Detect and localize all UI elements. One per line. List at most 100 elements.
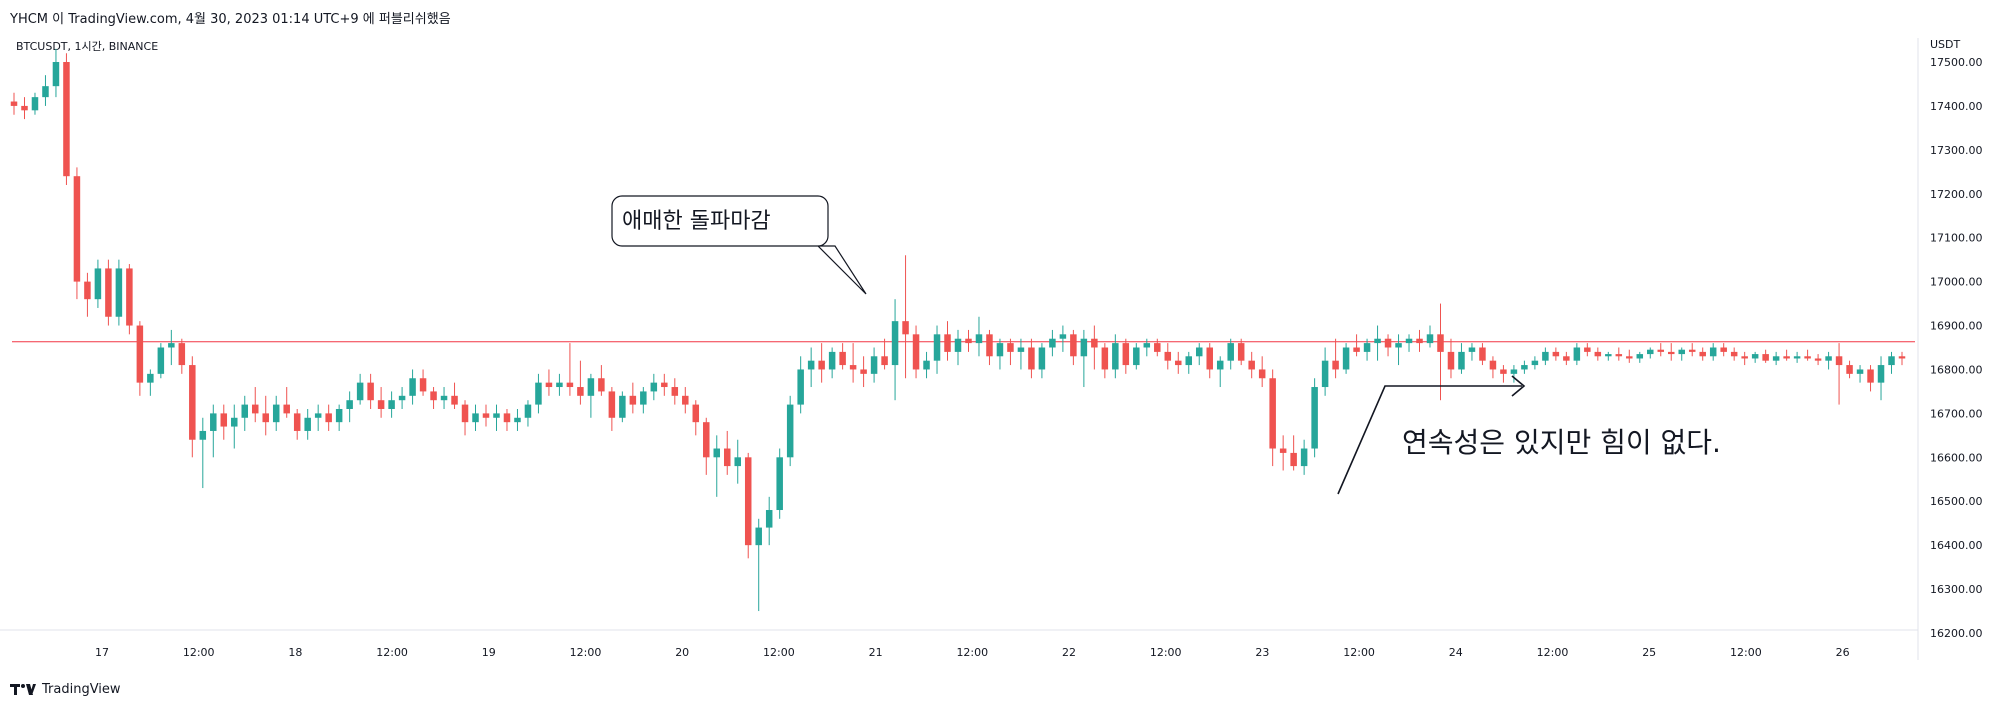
candle [115,259,123,326]
candle [965,329,972,352]
candle-body [1269,378,1276,449]
candle-body [1311,387,1318,449]
candle [1835,343,1843,405]
candle-body [912,334,920,370]
candle [692,400,700,436]
candle-body [1384,338,1392,348]
candle-body [451,395,458,405]
candle [1521,360,1528,374]
candle-body [126,268,133,326]
x-tick-label: 12:00 [1537,646,1569,659]
y-tick-label: 17500.00 [1930,56,1983,69]
candle [1510,365,1518,383]
candle [1017,338,1025,370]
x-tick-label: 12:00 [376,646,408,659]
candle-body [1363,343,1371,352]
candle [975,316,983,357]
candle [63,53,70,185]
candle-body [94,268,102,300]
candle-body [723,448,731,467]
candle-body [556,382,563,388]
candle [325,404,332,431]
candle [1709,343,1717,361]
annotation-continuity: 연속성은 있지만 힘이 없다. [1337,375,1721,495]
candle-body [598,378,605,392]
candle [902,255,909,379]
candle [839,343,846,370]
candle [1038,343,1046,379]
time-axis: 17 12:00 18 12:00 19 12:00 20 12:00 21 12:00 22 12:… [95,646,1850,659]
candle [1049,329,1056,357]
candle [461,400,469,436]
candle [1154,338,1161,357]
candle-body [1426,334,1434,344]
candle [52,48,60,98]
candle-body [965,338,972,344]
candle-body [818,360,825,370]
candle [671,378,679,405]
x-tick-label: 25 [1642,646,1656,659]
candle [1321,347,1329,396]
candle-body [1730,351,1738,357]
candle [734,439,741,484]
candle-body [1342,347,1350,370]
candle [84,272,91,317]
candle-body [1458,351,1465,370]
candle [713,435,721,497]
candle [21,97,28,120]
x-tick-label: 21 [869,646,883,659]
candle [1353,334,1360,357]
candle [430,387,437,409]
candle-body [629,395,637,405]
candle-body [1437,334,1444,352]
candle [1447,338,1455,379]
price-axis-currency: USDT [1930,38,1961,51]
candle [493,404,500,431]
candle-body [975,334,983,344]
x-tick-label: 23 [1255,646,1269,659]
candle-body [10,101,18,106]
candle-body [870,356,878,374]
candle-body [1080,338,1088,357]
candle-body [115,268,123,317]
candle [849,343,857,383]
candle-body [545,382,553,388]
candle-body [231,417,238,427]
candle-body [1143,343,1151,348]
candle [1741,351,1748,366]
candle-body [1028,347,1035,370]
callout-text: 애매한 돌파마감 [622,209,771,234]
candle [797,356,804,414]
candle-body [1195,347,1203,357]
x-tick-label: 12:00 [1150,646,1182,659]
candle [1175,351,1182,374]
y-tick-label: 16600.00 [1930,451,1983,464]
candle [944,321,951,361]
candle [241,395,249,431]
candle [1080,329,1088,388]
candle-body [661,382,668,388]
candle-body [1468,347,1476,352]
candle [1070,329,1077,366]
candle-body [1667,351,1675,355]
candle-body [1059,334,1067,339]
candle-body [377,400,385,409]
candle-body [608,391,616,418]
candle [1195,343,1203,366]
candle-body [409,378,416,396]
candle-body [703,422,710,458]
candle [933,325,941,374]
candle-body [514,417,521,423]
x-tick-label: 22 [1062,646,1076,659]
candle-body [1227,343,1234,361]
candle-body [199,430,207,440]
candle-body [1657,349,1665,352]
candle [304,408,311,440]
candle [1164,343,1172,370]
candle [189,356,196,458]
candle-body [1279,448,1287,453]
candle [1867,365,1874,392]
candle-body [388,400,395,409]
candle-body [1636,354,1644,359]
